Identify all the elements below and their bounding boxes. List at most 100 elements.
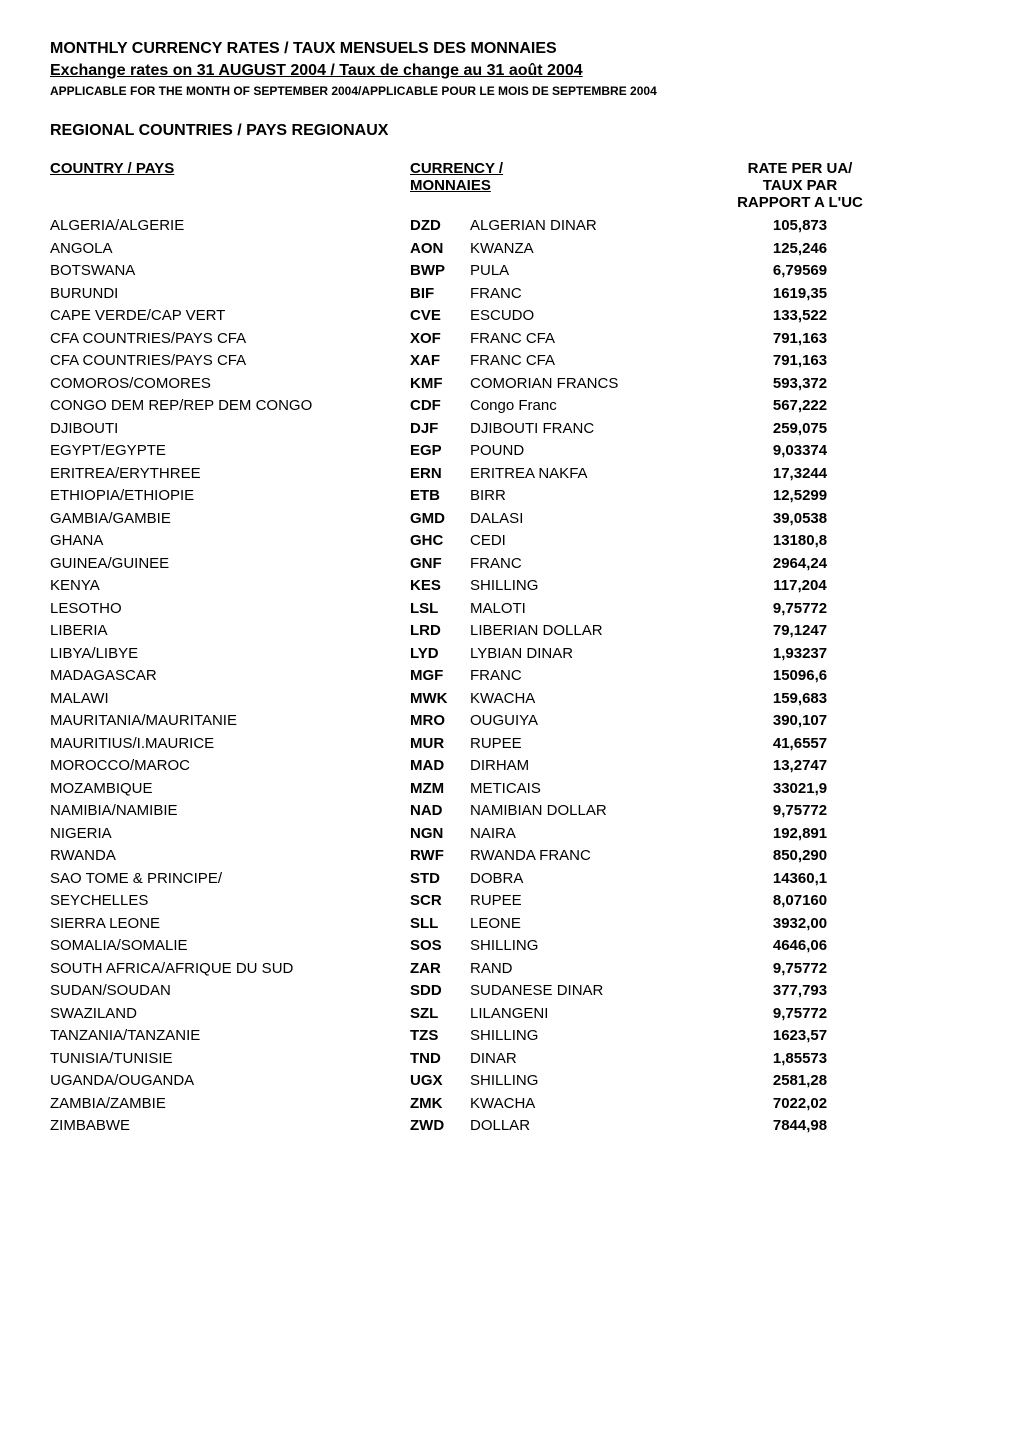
table-row: TUNISIA/TUNISIETNDDINAR1,85573 <box>50 1048 970 1071</box>
currency-code-cell: NAD <box>410 800 470 823</box>
table-row: SAO TOME & PRINCIPE/STDDOBRA14360,1 <box>50 868 970 891</box>
document-subtitle: Exchange rates on 31 AUGUST 2004 / Taux … <box>50 62 970 80</box>
rate-cell: 12,5299 <box>710 485 890 508</box>
rate-cell: 133,522 <box>710 305 890 328</box>
currency-name-cell: NAMIBIAN DOLLAR <box>470 800 710 823</box>
currency-name-cell: POUND <box>470 440 710 463</box>
currency-code-cell: MZM <box>410 778 470 801</box>
country-cell: ANGOLA <box>50 238 410 261</box>
rate-cell: 6,79569 <box>710 260 890 283</box>
country-cell: NAMIBIA/NAMIBIE <box>50 800 410 823</box>
currency-name-cell: RAND <box>470 958 710 981</box>
currency-code-cell: KES <box>410 575 470 598</box>
currency-code-cell: BIF <box>410 283 470 306</box>
country-cell: LIBYA/LIBYE <box>50 643 410 666</box>
table-row: CFA COUNTRIES/PAYS CFAXOFFRANC CFA791,16… <box>50 328 970 351</box>
currency-name-cell: ESCUDO <box>470 305 710 328</box>
currency-name-cell: PULA <box>470 260 710 283</box>
table-row: SOMALIA/SOMALIESOSSHILLING4646,06 <box>50 935 970 958</box>
table-row: SOUTH AFRICA/AFRIQUE DU SUDZARRAND9,7577… <box>50 958 970 981</box>
country-cell: SUDAN/SOUDAN <box>50 980 410 1003</box>
currency-code-cell: TND <box>410 1048 470 1071</box>
rate-cell: 41,6557 <box>710 733 890 756</box>
country-cell: SAO TOME & PRINCIPE/ <box>50 868 410 891</box>
country-cell: MALAWI <box>50 688 410 711</box>
currency-code-cell: SCR <box>410 890 470 913</box>
country-cell: SIERRA LEONE <box>50 913 410 936</box>
currency-name-cell: FRANC <box>470 665 710 688</box>
currency-name-cell: DINAR <box>470 1048 710 1071</box>
country-cell: NIGERIA <box>50 823 410 846</box>
currency-name-cell: RWANDA FRANC <box>470 845 710 868</box>
currency-code-cell: LYD <box>410 643 470 666</box>
rate-cell: 13,2747 <box>710 755 890 778</box>
table-row: MALAWIMWKKWACHA159,683 <box>50 688 970 711</box>
table-row: ALGERIA/ALGERIEDZDALGERIAN DINAR105,873 <box>50 215 970 238</box>
rate-cell: 9,03374 <box>710 440 890 463</box>
rate-cell: 39,0538 <box>710 508 890 531</box>
currency-name-cell: KWACHA <box>470 1093 710 1116</box>
country-cell: MAURITIUS/I.MAURICE <box>50 733 410 756</box>
currency-code-cell: MWK <box>410 688 470 711</box>
table-row: MOZAMBIQUEMZMMETICAIS33021,9 <box>50 778 970 801</box>
table-row: ZAMBIA/ZAMBIEZMKKWACHA7022,02 <box>50 1093 970 1116</box>
rate-cell: 377,793 <box>710 980 890 1003</box>
currency-code-cell: CDF <box>410 395 470 418</box>
table-row: MAURITIUS/I.MAURICEMURRUPEE41,6557 <box>50 733 970 756</box>
currency-code-cell: GMD <box>410 508 470 531</box>
currency-name-cell: RUPEE <box>470 890 710 913</box>
country-cell: BOTSWANA <box>50 260 410 283</box>
table-row: SEYCHELLESSCRRUPEE8,07160 <box>50 890 970 913</box>
table-row: SWAZILANDSZLLILANGENI9,75772 <box>50 1003 970 1026</box>
currency-code-cell: MGF <box>410 665 470 688</box>
table-row: CONGO DEM REP/REP DEM CONGOCDFCongo Fran… <box>50 395 970 418</box>
currency-code-cell: SDD <box>410 980 470 1003</box>
currency-code-cell: NGN <box>410 823 470 846</box>
currency-name-cell: DOBRA <box>470 868 710 891</box>
applicability-note: APPLICABLE FOR THE MONTH OF SEPTEMBER 20… <box>50 84 970 98</box>
country-cell: GUINEA/GUINEE <box>50 553 410 576</box>
currency-code-cell: KMF <box>410 373 470 396</box>
rate-cell: 159,683 <box>710 688 890 711</box>
currency-column-header: CURRENCY / <box>410 160 710 177</box>
country-cell: MOROCCO/MAROC <box>50 755 410 778</box>
rate-cell: 192,891 <box>710 823 890 846</box>
currency-code-cell: XAF <box>410 350 470 373</box>
rate-column-header-line1: RATE PER UA/ <box>710 160 890 177</box>
rate-cell: 9,75772 <box>710 1003 890 1026</box>
currency-code-cell: MUR <box>410 733 470 756</box>
country-cell: SWAZILAND <box>50 1003 410 1026</box>
currency-code-cell: LSL <box>410 598 470 621</box>
currency-name-cell: DIRHAM <box>470 755 710 778</box>
currency-code-cell: EGP <box>410 440 470 463</box>
table-row: SIERRA LEONESLLLEONE3932,00 <box>50 913 970 936</box>
currency-code-cell: AON <box>410 238 470 261</box>
currency-name-cell: DOLLAR <box>470 1115 710 1138</box>
country-cell: ZIMBABWE <box>50 1115 410 1138</box>
currency-code-cell: SLL <box>410 913 470 936</box>
table-row: BURUNDIBIFFRANC1619,35 <box>50 283 970 306</box>
currency-name-cell: Congo Franc <box>470 395 710 418</box>
country-cell: UGANDA/OUGANDA <box>50 1070 410 1093</box>
currency-code-cell: MRO <box>410 710 470 733</box>
currency-code-cell: XOF <box>410 328 470 351</box>
document-title: MONTHLY CURRENCY RATES / TAUX MENSUELS D… <box>50 40 970 58</box>
country-cell: MAURITANIA/MAURITANIE <box>50 710 410 733</box>
country-cell: SOUTH AFRICA/AFRIQUE DU SUD <box>50 958 410 981</box>
currency-name-cell: LEONE <box>470 913 710 936</box>
currency-code-cell: SZL <box>410 1003 470 1026</box>
rate-cell: 4646,06 <box>710 935 890 958</box>
currency-name-cell: OUGUIYA <box>470 710 710 733</box>
currency-name-cell: METICAIS <box>470 778 710 801</box>
rate-cell: 17,3244 <box>710 463 890 486</box>
currency-code-cell: GHC <box>410 530 470 553</box>
currency-name-cell: ALGERIAN DINAR <box>470 215 710 238</box>
country-cell: SOMALIA/SOMALIE <box>50 935 410 958</box>
country-cell: DJIBOUTI <box>50 418 410 441</box>
currency-name-cell: SHILLING <box>470 1070 710 1093</box>
currency-name-cell: RUPEE <box>470 733 710 756</box>
table-row: GUINEA/GUINEEGNFFRANC2964,24 <box>50 553 970 576</box>
country-cell: CONGO DEM REP/REP DEM CONGO <box>50 395 410 418</box>
currency-name-cell: CEDI <box>470 530 710 553</box>
table-row: TANZANIA/TANZANIETZSSHILLING1623,57 <box>50 1025 970 1048</box>
